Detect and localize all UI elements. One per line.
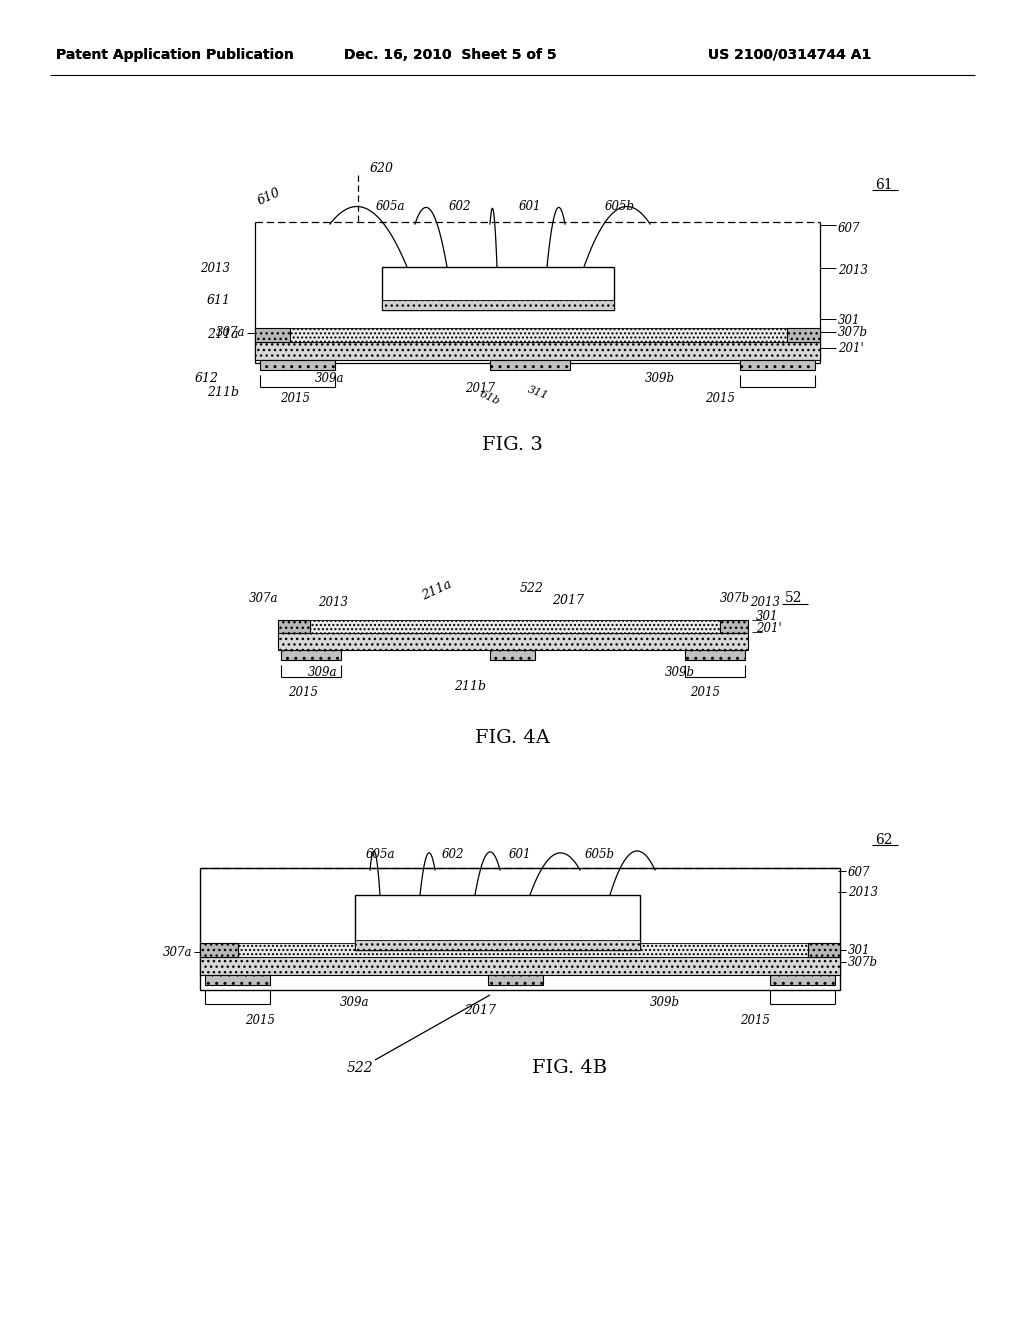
Bar bbox=[260, 360, 335, 370]
Text: 605b: 605b bbox=[605, 201, 635, 214]
Text: 52: 52 bbox=[785, 591, 803, 605]
Text: 2013: 2013 bbox=[838, 264, 868, 276]
Text: 2013: 2013 bbox=[848, 887, 878, 899]
Text: FIG. 4B: FIG. 4B bbox=[532, 1059, 607, 1077]
Bar bbox=[787, 327, 820, 342]
Text: 61: 61 bbox=[874, 178, 893, 191]
Text: 2013: 2013 bbox=[318, 597, 348, 610]
Bar bbox=[278, 620, 310, 634]
Text: 602: 602 bbox=[449, 201, 471, 214]
Text: Patent Application Publication: Patent Application Publication bbox=[56, 48, 294, 62]
Text: 612: 612 bbox=[195, 371, 219, 384]
Text: 2015: 2015 bbox=[740, 1014, 770, 1027]
Text: 211b: 211b bbox=[207, 387, 239, 400]
Text: 62: 62 bbox=[874, 833, 893, 847]
Text: 607: 607 bbox=[848, 866, 870, 879]
Text: 2015: 2015 bbox=[690, 685, 720, 698]
Text: 311: 311 bbox=[526, 384, 550, 401]
Text: 620: 620 bbox=[370, 161, 394, 174]
Text: 605a: 605a bbox=[375, 201, 404, 214]
Bar bbox=[200, 942, 238, 957]
Bar bbox=[382, 300, 614, 310]
Text: 605b: 605b bbox=[585, 849, 615, 862]
Text: 307b: 307b bbox=[720, 591, 750, 605]
Text: 201': 201' bbox=[838, 342, 864, 355]
Bar bbox=[200, 957, 840, 975]
Text: FIG. 3: FIG. 3 bbox=[481, 436, 543, 454]
Bar bbox=[490, 360, 570, 370]
Text: 605a: 605a bbox=[366, 849, 394, 862]
Text: 2013: 2013 bbox=[750, 597, 780, 610]
Text: 301: 301 bbox=[848, 944, 870, 957]
Text: 2017: 2017 bbox=[552, 594, 584, 606]
Bar bbox=[720, 620, 748, 634]
Text: Dec. 16, 2010  Sheet 5 of 5: Dec. 16, 2010 Sheet 5 of 5 bbox=[344, 48, 556, 62]
Bar bbox=[238, 942, 808, 957]
Text: 2017: 2017 bbox=[464, 1003, 496, 1016]
Text: Dec. 16, 2010  Sheet 5 of 5: Dec. 16, 2010 Sheet 5 of 5 bbox=[344, 48, 556, 62]
Text: 2015: 2015 bbox=[288, 685, 318, 698]
Text: 522: 522 bbox=[520, 582, 544, 594]
Bar bbox=[685, 649, 745, 660]
Text: 2013: 2013 bbox=[200, 261, 230, 275]
Text: 607: 607 bbox=[838, 222, 860, 235]
Text: 211a: 211a bbox=[420, 577, 454, 602]
Text: 601: 601 bbox=[519, 201, 542, 214]
Text: 601: 601 bbox=[509, 849, 531, 862]
Text: 2015: 2015 bbox=[280, 392, 310, 404]
Bar bbox=[740, 360, 815, 370]
Bar bbox=[770, 975, 835, 985]
Text: 307a: 307a bbox=[163, 945, 193, 958]
Text: 309a: 309a bbox=[308, 665, 338, 678]
Text: 301: 301 bbox=[756, 610, 778, 623]
Text: 61b: 61b bbox=[478, 389, 502, 407]
Text: FIG. 4A: FIG. 4A bbox=[474, 729, 550, 747]
Text: US 2100/0314744 A1: US 2100/0314744 A1 bbox=[709, 48, 871, 62]
Bar bbox=[200, 869, 840, 990]
Bar bbox=[808, 942, 840, 957]
Bar bbox=[355, 940, 640, 950]
Text: 307a: 307a bbox=[249, 591, 278, 605]
Bar bbox=[281, 649, 341, 660]
Text: 2017: 2017 bbox=[465, 381, 495, 395]
Text: US 2100/0314744 A1: US 2100/0314744 A1 bbox=[709, 48, 871, 62]
Bar bbox=[255, 222, 820, 363]
Bar bbox=[290, 327, 787, 342]
Text: 307b: 307b bbox=[848, 956, 878, 969]
Bar bbox=[310, 620, 720, 634]
Text: 309a: 309a bbox=[315, 371, 345, 384]
Bar bbox=[255, 342, 820, 360]
Bar bbox=[382, 267, 614, 310]
Text: 522: 522 bbox=[347, 1061, 374, 1074]
Text: 610: 610 bbox=[255, 186, 283, 209]
Bar bbox=[488, 975, 543, 985]
Text: 301: 301 bbox=[838, 314, 860, 326]
Text: 211b: 211b bbox=[454, 680, 486, 693]
Text: 309b: 309b bbox=[665, 665, 695, 678]
Bar bbox=[355, 895, 640, 950]
Bar bbox=[255, 327, 290, 342]
Text: 611: 611 bbox=[207, 293, 231, 306]
Bar bbox=[205, 975, 270, 985]
Text: 201': 201' bbox=[756, 622, 781, 635]
Text: Patent Application Publication: Patent Application Publication bbox=[56, 48, 294, 62]
Text: 307a: 307a bbox=[215, 326, 245, 339]
Text: 2015: 2015 bbox=[245, 1014, 275, 1027]
Text: 307b: 307b bbox=[838, 326, 868, 339]
Bar bbox=[490, 649, 535, 660]
Text: 309b: 309b bbox=[645, 371, 675, 384]
Text: 602: 602 bbox=[441, 849, 464, 862]
Text: 211a: 211a bbox=[207, 329, 239, 342]
Text: 309a: 309a bbox=[340, 995, 370, 1008]
Text: 309b: 309b bbox=[650, 995, 680, 1008]
Bar bbox=[278, 634, 748, 649]
Text: 2015: 2015 bbox=[705, 392, 735, 404]
